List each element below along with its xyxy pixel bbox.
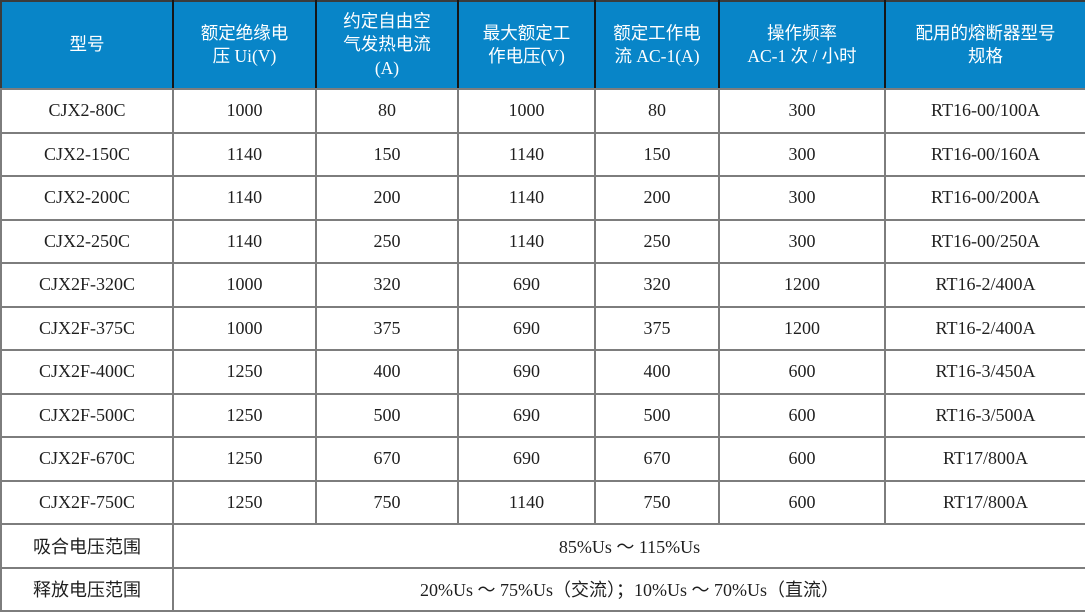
value-cell: 320 [315,262,459,308]
header-rated-working-current-ac1: 额定工作电 流 AC-1(A) [594,0,720,90]
release-voltage-value: 20%Us ～ 75%Us（交流）；10%Us ～ 70%Us（直流） [172,566,1085,612]
model-cell: CJX2-250C [0,218,174,264]
release-voltage-label: 释放电压范围 [0,566,174,612]
value-cell: 670 [315,436,459,482]
value-cell: 1250 [172,349,317,395]
value-cell: RT16-2/400A [884,262,1085,308]
value-cell: 1200 [718,305,886,351]
model-cell: CJX2F-375C [0,305,174,351]
value-cell: 200 [594,175,720,221]
value-cell: 600 [718,479,886,525]
model-cell: CJX2F-500C [0,392,174,438]
value-cell: 80 [594,88,720,134]
value-cell: RT16-00/100A [884,88,1085,134]
table-row: CJX2-250C 1140 250 1140 250 300 RT16-00/250A [0,218,1085,264]
value-cell: 1250 [172,392,317,438]
table-header: 型号 额定绝缘电 压 Ui(V) 约定自由空 气发热电流 (A) 最大额定工 作… [0,0,1085,90]
value-cell: 300 [718,131,886,177]
value-cell: 500 [594,392,720,438]
model-cell: CJX2F-750C [0,479,174,525]
model-cell: CJX2F-670C [0,436,174,482]
header-max-rated-working-voltage: 最大额定工 作电压(V) [457,0,596,90]
value-cell: 400 [315,349,459,395]
model-cell: CJX2F-320C [0,262,174,308]
value-cell: 1250 [172,436,317,482]
value-cell: RT16-00/200A [884,175,1085,221]
value-cell: RT16-2/400A [884,305,1085,351]
value-cell: RT17/800A [884,479,1085,525]
pickup-voltage-value: 85%Us ～ 115%Us [172,523,1085,569]
header-row: 型号 额定绝缘电 压 Ui(V) 约定自由空 气发热电流 (A) 最大额定工 作… [0,0,1085,90]
value-cell: 1140 [172,218,317,264]
value-cell: 600 [718,436,886,482]
value-cell: 250 [594,218,720,264]
table-row: CJX2F-375C 1000 375 690 375 1200 RT16-2/400A [0,305,1085,351]
model-cell: CJX2F-400C [0,349,174,395]
table-footer: 吸合电压范围 85%Us ～ 115%Us 释放电压范围 20%Us ～ 75%… [0,523,1085,612]
value-cell: 150 [315,131,459,177]
value-cell: 1000 [457,88,596,134]
header-rated-insulation-voltage: 额定绝缘电 压 Ui(V) [172,0,317,90]
value-cell: 690 [457,436,596,482]
pickup-voltage-row: 吸合电压范围 85%Us ～ 115%Us [0,523,1085,569]
table-row: CJX2-200C 1140 200 1140 200 300 RT16-00/200A [0,175,1085,221]
value-cell: 1250 [172,479,317,525]
value-cell: 600 [718,349,886,395]
table-row: CJX2F-500C 1250 500 690 500 600 RT16-3/500A [0,392,1085,438]
release-voltage-row: 释放电压范围 20%Us ～ 75%Us（交流）；10%Us ～ 70%Us（直… [0,566,1085,612]
model-cell: CJX2-150C [0,131,174,177]
value-cell: 1140 [457,218,596,264]
value-cell: 250 [315,218,459,264]
value-cell: 1140 [457,175,596,221]
value-cell: RT16-00/160A [884,131,1085,177]
value-cell: 300 [718,175,886,221]
value-cell: 80 [315,88,459,134]
value-cell: 690 [457,262,596,308]
table-row: CJX2F-670C 1250 670 690 670 600 RT17/800A [0,436,1085,482]
table-row: CJX2F-320C 1000 320 690 320 1200 RT16-2/400A [0,262,1085,308]
value-cell: 320 [594,262,720,308]
value-cell: 375 [594,305,720,351]
value-cell: 1000 [172,88,317,134]
value-cell: 500 [315,392,459,438]
value-cell: RT16-00/250A [884,218,1085,264]
value-cell: 690 [457,349,596,395]
value-cell: 1000 [172,305,317,351]
model-cell: CJX2-80C [0,88,174,134]
value-cell: 400 [594,349,720,395]
value-cell: 1140 [172,131,317,177]
value-cell: 300 [718,218,886,264]
value-cell: 300 [718,88,886,134]
value-cell: RT17/800A [884,436,1085,482]
header-conventional-free-air-thermal-current: 约定自由空 气发热电流 (A) [315,0,459,90]
table-row: CJX2-80C 1000 80 1000 80 300 RT16-00/100A [0,88,1085,134]
value-cell: 200 [315,175,459,221]
value-cell: 750 [315,479,459,525]
value-cell: 690 [457,392,596,438]
value-cell: 150 [594,131,720,177]
table-body: CJX2-80C 1000 80 1000 80 300 RT16-00/100A CJX2-… [0,88,1085,525]
value-cell: 750 [594,479,720,525]
table-row: CJX2-150C 1140 150 1140 150 300 RT16-00/160A [0,131,1085,177]
pickup-voltage-label: 吸合电压范围 [0,523,174,569]
header-operating-frequency: 操作频率 AC-1 次 / 小时 [718,0,886,90]
value-cell: 600 [718,392,886,438]
model-cell: CJX2-200C [0,175,174,221]
value-cell: 690 [457,305,596,351]
value-cell: 1200 [718,262,886,308]
value-cell: 1000 [172,262,317,308]
header-model: 型号 [0,0,174,90]
value-cell: 1140 [457,131,596,177]
value-cell: 1140 [457,479,596,525]
value-cell: RT16-3/450A [884,349,1085,395]
value-cell: 1140 [172,175,317,221]
header-matched-fuse-model: 配用的熔断器型号 规格 [884,0,1085,90]
table-row: CJX2F-750C 1250 750 1140 750 600 RT17/800A [0,479,1085,525]
table-row: CJX2F-400C 1250 400 690 400 600 RT16-3/450A [0,349,1085,395]
value-cell: 670 [594,436,720,482]
value-cell: RT16-3/500A [884,392,1085,438]
value-cell: 375 [315,305,459,351]
